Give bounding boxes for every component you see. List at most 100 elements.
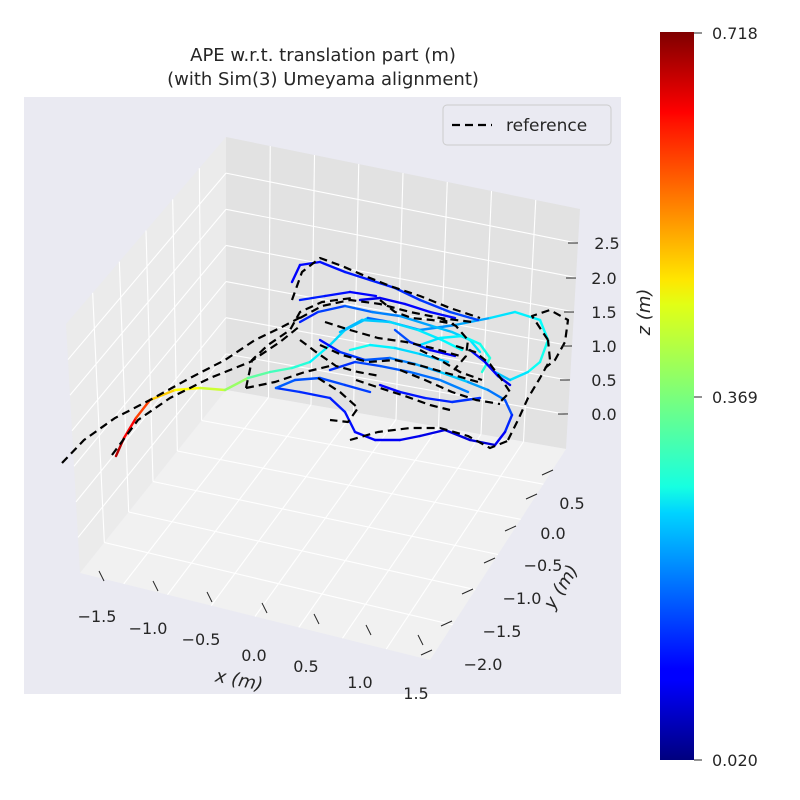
estimate-segment — [448, 310, 480, 322]
estimate-segment — [378, 296, 407, 306]
estimate-segment — [403, 302, 432, 314]
y-tick-mark — [504, 525, 517, 532]
reference-trajectory — [355, 378, 451, 412]
estimate-segment — [328, 360, 357, 372]
estimate-segment — [526, 360, 542, 374]
estimate-segment — [316, 304, 347, 314]
grid-line — [225, 244, 575, 313]
estimate-segment — [438, 378, 470, 394]
estimate-segment — [338, 318, 364, 334]
reference-trajectory — [530, 308, 570, 369]
z-axis-label: z (m) — [634, 289, 655, 337]
estimate-segment — [134, 398, 152, 420]
y-tick-mark — [461, 588, 474, 595]
x-tick-mark — [417, 634, 424, 646]
estimate-segment — [468, 438, 497, 447]
x-tick-mark — [152, 580, 159, 592]
estimate-segment — [343, 410, 357, 434]
reference-trajectory — [61, 314, 306, 464]
estimate-segment — [438, 334, 464, 340]
z-tick-label: 2.0 — [591, 269, 616, 288]
estimate-segment — [538, 338, 550, 364]
x-tick-mark — [365, 624, 372, 636]
estimate-segment — [353, 360, 382, 368]
estimate-segment — [290, 360, 312, 370]
estimate-segment — [468, 338, 482, 354]
grid-line — [128, 511, 476, 591]
x-tick-mark — [98, 570, 105, 582]
estimate-segment — [348, 290, 378, 298]
estimate-segment — [503, 398, 514, 417]
grid-line — [480, 190, 493, 435]
y-tick-mark — [483, 557, 496, 564]
trajectory-lines — [61, 256, 570, 464]
y-tick-label: −0.5 — [524, 556, 563, 575]
estimate-segment — [323, 290, 352, 298]
estimate-segment — [290, 263, 302, 284]
reference-trajectory — [455, 344, 512, 403]
chart-title-line-1: APE w.r.t. translation part (m) — [190, 45, 456, 66]
x-tick-label: 1.5 — [403, 684, 428, 703]
estimate-segment — [268, 366, 294, 374]
estimate-segment — [398, 390, 427, 400]
estimate-segment — [388, 320, 420, 332]
estimate-segment — [343, 304, 374, 314]
grid-line — [225, 281, 573, 347]
estimate-segment — [348, 343, 372, 352]
x-tick-label: 1.0 — [347, 673, 372, 692]
estimate-segment — [360, 318, 392, 324]
reference-trajectory — [317, 377, 360, 424]
grid-line — [201, 419, 544, 485]
x-tick-mark — [313, 613, 320, 625]
estimate-segment — [198, 386, 227, 392]
z-axis-ticks: 0.0 0.5 1.0 1.5 2.0 2.5 z (m) — [558, 234, 655, 424]
y-tick-mark — [420, 649, 433, 656]
estimate-segment — [378, 383, 402, 394]
estimate-segment — [343, 383, 372, 394]
colorbar-max-label: 0.718 — [712, 24, 758, 43]
reference-trajectory — [245, 364, 331, 390]
estimate-segment — [443, 428, 472, 442]
reference-trajectory — [111, 325, 301, 456]
reference-trajectory — [244, 296, 353, 389]
y-tick-mark — [541, 469, 554, 476]
grid-line — [395, 172, 404, 420]
estimate-segment — [438, 370, 470, 384]
estimate-segment — [298, 260, 322, 267]
y-tick-mark — [525, 493, 538, 500]
estimate-segment — [148, 388, 177, 402]
grid-line — [352, 163, 360, 413]
estimate-segment — [393, 328, 412, 344]
estimate-segment — [453, 316, 492, 327]
estimate-segment — [293, 376, 322, 382]
estimate-segment — [318, 338, 342, 354]
legend-box — [442, 104, 612, 146]
colorbar-min-label: 0.020 — [712, 751, 758, 770]
x-tick-mark — [261, 602, 268, 614]
estimate-segment — [358, 296, 382, 302]
x-tick-label: −1.5 — [78, 607, 117, 626]
estimate-segment — [173, 386, 202, 392]
z-tick-label: 1.0 — [591, 337, 616, 356]
grid-line — [225, 172, 579, 244]
estimate-segment — [298, 390, 332, 400]
x-tick-label: 0.5 — [293, 657, 318, 676]
estimate-segment — [328, 328, 347, 347]
estimate-segment — [393, 346, 422, 356]
y-tick-mark — [440, 620, 453, 627]
legend: reference — [442, 104, 612, 146]
reference-trajectory — [319, 343, 479, 384]
estimate-segment — [513, 310, 542, 322]
estimate-segment — [338, 350, 367, 362]
estimate-segment — [478, 342, 492, 360]
grid-line — [92, 292, 105, 543]
y-tick-label: −1.0 — [503, 589, 542, 608]
x-tick-label: 0.0 — [241, 646, 266, 665]
chart-title-line-2: (with Sim(3) Umeyama alignment) — [167, 69, 479, 90]
estimate-segment — [428, 348, 457, 358]
legend-reference-label: reference — [506, 116, 587, 136]
estimate-segment — [418, 298, 452, 314]
estimate-segment — [440, 338, 464, 352]
estimate-segment — [318, 260, 347, 274]
